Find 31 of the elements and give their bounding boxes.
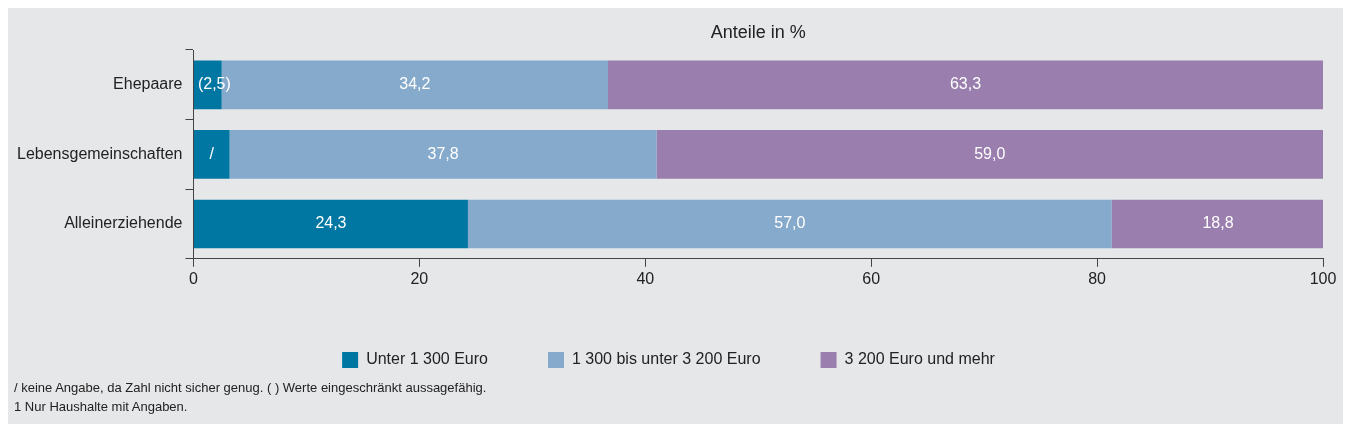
data-label: 63,3 [949,75,982,93]
legend-label: Unter 1 300 Euro [366,350,489,368]
legend-label: 3 200 Euro und mehr [844,350,996,368]
x-tick-label: 60 [862,269,881,287]
bar [608,60,1323,110]
x-tick-label: 0 [189,269,198,287]
data-label: 34,2 [399,75,431,93]
y-tick-label: Alleinerziehende [64,214,183,232]
bar [193,199,468,249]
data-label: (2,5) [197,75,231,93]
x-tick-label: 40 [636,269,655,287]
x-tick-label: 20 [410,269,429,287]
y-tick-label: Ehepaare [113,75,183,93]
bar [193,130,230,179]
x-tick-label: 80 [1088,269,1107,287]
bar [1111,199,1323,249]
data-label: 57,0 [774,214,806,232]
bar [229,130,657,179]
data-label: 24,3 [315,214,347,232]
data-label: 59,0 [974,144,1006,162]
data-label: / [209,144,215,162]
data-label: 18,8 [1202,214,1234,232]
chart-title: Anteile in % [710,21,806,42]
text: 1 Nur Haushalte mit Angaben. [13,398,189,416]
x-tick-label: 100 [1309,269,1337,287]
bar [467,199,1112,249]
y-tick-label: Lebensgemeinschaften [17,144,183,162]
legend-label: 1 300 bis unter 3 200 Euro [571,350,761,368]
data-label: 37,8 [427,144,459,162]
text: / keine Angabe, da Zahl nicht sicher genug. ( ) Werte eingeschränkt aussagefähig. [13,379,488,397]
bar [656,130,1323,179]
